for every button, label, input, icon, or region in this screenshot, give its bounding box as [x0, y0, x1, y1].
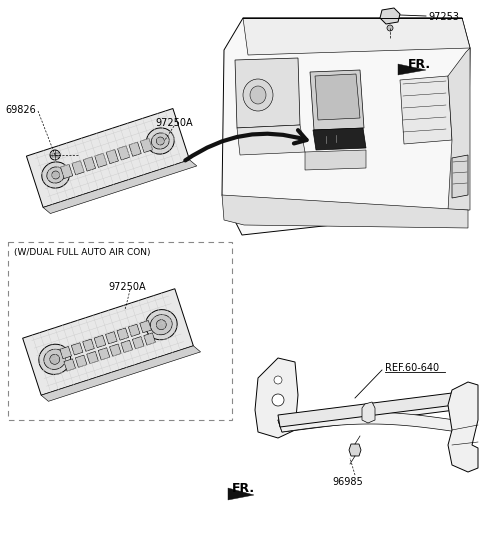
Polygon shape: [144, 333, 156, 345]
Polygon shape: [23, 289, 193, 395]
Polygon shape: [87, 351, 98, 364]
Polygon shape: [129, 142, 141, 156]
Circle shape: [50, 150, 60, 160]
Polygon shape: [41, 346, 201, 401]
Polygon shape: [26, 108, 190, 207]
Polygon shape: [84, 157, 96, 171]
Polygon shape: [400, 76, 452, 144]
Polygon shape: [140, 138, 153, 153]
Polygon shape: [98, 348, 110, 360]
Polygon shape: [75, 355, 87, 368]
Polygon shape: [315, 74, 360, 120]
Ellipse shape: [250, 86, 266, 104]
Polygon shape: [117, 328, 129, 340]
Polygon shape: [106, 331, 117, 344]
Polygon shape: [95, 153, 107, 167]
Polygon shape: [448, 48, 470, 210]
Ellipse shape: [156, 137, 164, 145]
Polygon shape: [222, 18, 470, 235]
Text: 97253: 97253: [428, 12, 459, 22]
Polygon shape: [106, 149, 119, 164]
Ellipse shape: [50, 354, 60, 364]
Polygon shape: [43, 160, 197, 213]
Polygon shape: [132, 336, 144, 349]
Polygon shape: [235, 58, 300, 128]
Text: 69826: 69826: [5, 105, 36, 115]
Ellipse shape: [47, 167, 65, 183]
FancyArrowPatch shape: [185, 130, 307, 160]
Polygon shape: [278, 412, 458, 432]
Polygon shape: [310, 70, 364, 130]
Polygon shape: [109, 344, 121, 356]
Polygon shape: [94, 335, 106, 347]
Polygon shape: [278, 398, 455, 432]
Polygon shape: [243, 18, 470, 55]
Polygon shape: [452, 155, 468, 198]
Polygon shape: [237, 125, 305, 155]
Ellipse shape: [145, 310, 177, 340]
Text: 97250A: 97250A: [155, 118, 192, 128]
Ellipse shape: [52, 171, 60, 179]
Ellipse shape: [146, 128, 174, 154]
Text: FR.: FR.: [408, 58, 431, 71]
Polygon shape: [121, 340, 132, 353]
Polygon shape: [128, 324, 140, 336]
Polygon shape: [380, 8, 400, 24]
Polygon shape: [362, 402, 375, 423]
Text: 97250A: 97250A: [108, 282, 145, 292]
Text: REF.60-640: REF.60-640: [385, 363, 439, 373]
Polygon shape: [278, 393, 455, 427]
Ellipse shape: [243, 79, 273, 111]
Polygon shape: [255, 358, 298, 438]
Circle shape: [274, 376, 282, 384]
Polygon shape: [448, 382, 478, 472]
Ellipse shape: [150, 315, 172, 335]
Polygon shape: [305, 150, 366, 170]
Ellipse shape: [151, 133, 169, 149]
Bar: [8, 242, 232, 420]
Ellipse shape: [44, 349, 66, 369]
Circle shape: [387, 25, 393, 31]
Polygon shape: [83, 339, 95, 351]
Text: (W/DUAL FULL AUTO AIR CON): (W/DUAL FULL AUTO AIR CON): [14, 248, 151, 257]
Polygon shape: [398, 64, 426, 75]
Text: 96985: 96985: [332, 477, 363, 487]
Polygon shape: [60, 346, 72, 359]
Polygon shape: [140, 321, 151, 333]
Polygon shape: [313, 128, 366, 150]
Ellipse shape: [42, 162, 70, 188]
Ellipse shape: [156, 319, 166, 330]
Polygon shape: [60, 164, 73, 178]
Circle shape: [272, 394, 284, 406]
Polygon shape: [52, 153, 60, 157]
Ellipse shape: [39, 344, 71, 374]
Polygon shape: [349, 444, 361, 456]
Polygon shape: [72, 161, 84, 175]
Text: FR.: FR.: [232, 482, 255, 495]
Polygon shape: [72, 343, 83, 355]
Polygon shape: [118, 146, 130, 160]
Polygon shape: [222, 195, 468, 228]
Polygon shape: [64, 359, 75, 371]
Polygon shape: [228, 488, 254, 500]
